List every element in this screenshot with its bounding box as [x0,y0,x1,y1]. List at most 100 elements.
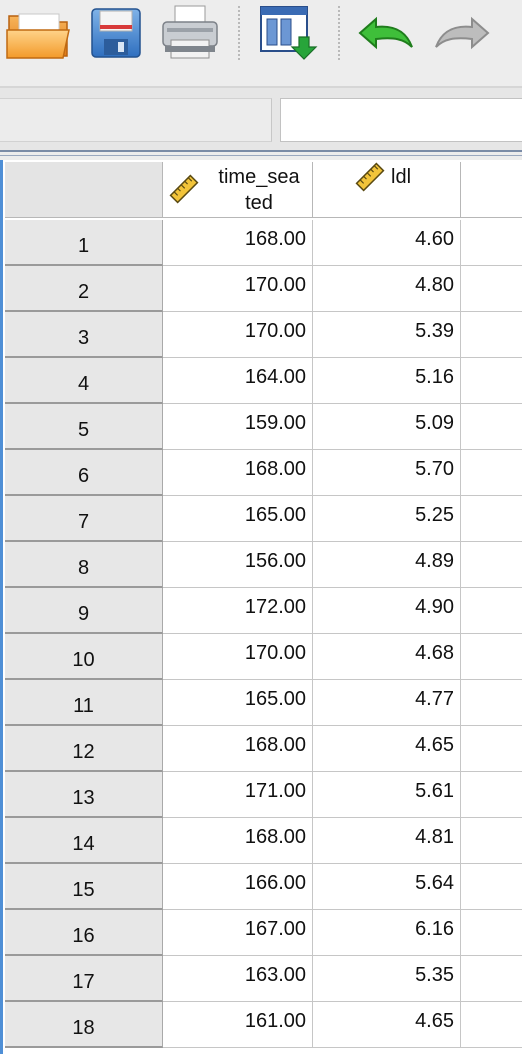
row-number-header[interactable]: 4 [5,358,163,404]
table-row: 12 168.00 4.65 [3,726,522,772]
cell-time-seated[interactable]: 168.00 [163,220,313,266]
cell-value-input[interactable] [280,98,522,142]
row-number-header[interactable]: 1 [5,220,163,266]
cell-empty[interactable] [461,818,522,864]
cell-empty[interactable] [461,450,522,496]
table-row: 11 165.00 4.77 [3,680,522,726]
cell-empty[interactable] [461,1002,522,1048]
cell-ldl[interactable]: 4.60 [313,220,461,266]
column-header-row: time_sea ted ldl [3,160,522,218]
row-number-header[interactable]: 8 [5,542,163,588]
undo-button[interactable] [352,2,418,64]
table-row: 10 170.00 4.68 [3,634,522,680]
column-header-label-line1: time_sea [218,166,300,188]
cell-ldl[interactable]: 4.81 [313,818,461,864]
table-row: 16 167.00 6.16 [3,910,522,956]
row-number-header[interactable]: 16 [5,910,163,956]
row-number-header[interactable]: 17 [5,956,163,1002]
row-number-header[interactable]: 13 [5,772,163,818]
cell-time-seated[interactable]: 166.00 [163,864,313,910]
cell-time-seated[interactable]: 170.00 [163,312,313,358]
row-number-header[interactable]: 6 [5,450,163,496]
cell-ldl[interactable]: 4.89 [313,542,461,588]
cell-ldl[interactable]: 5.16 [313,358,461,404]
cell-empty[interactable] [461,404,522,450]
cell-time-seated[interactable]: 168.00 [163,818,313,864]
cell-empty[interactable] [461,266,522,312]
cell-time-seated[interactable]: 172.00 [163,588,313,634]
cell-ldl[interactable]: 4.65 [313,726,461,772]
cell-empty[interactable] [461,956,522,1002]
cell-time-seated[interactable]: 156.00 [163,542,313,588]
cell-time-seated[interactable]: 168.00 [163,726,313,772]
cell-ldl[interactable]: 5.70 [313,450,461,496]
cell-time-seated[interactable]: 163.00 [163,956,313,1002]
cell-time-seated[interactable]: 168.00 [163,450,313,496]
table-row: 14 168.00 4.81 [3,818,522,864]
cell-empty[interactable] [461,588,522,634]
cell-ldl[interactable]: 5.39 [313,312,461,358]
cell-empty[interactable] [461,496,522,542]
cell-ldl[interactable]: 6.16 [313,910,461,956]
row-number-header[interactable]: 14 [5,818,163,864]
cell-empty[interactable] [461,358,522,404]
cell-empty[interactable] [461,680,522,726]
save-button[interactable] [86,2,146,64]
cell-empty[interactable] [461,220,522,266]
redo-button[interactable] [430,2,496,64]
cell-time-seated[interactable]: 159.00 [163,404,313,450]
cell-ldl[interactable]: 4.77 [313,680,461,726]
cell-time-seated[interactable]: 170.00 [163,266,313,312]
row-number-header[interactable]: 5 [5,404,163,450]
cell-empty[interactable] [461,542,522,588]
recall-dialog-button[interactable] [254,2,322,64]
cell-empty[interactable] [461,312,522,358]
cell-empty[interactable] [461,726,522,772]
cell-empty[interactable] [461,634,522,680]
data-grid: time_sea ted ldl 1 168.00 4.60 2 170.00 4.80 3… [0,160,522,1054]
cell-ldl[interactable]: 4.90 [313,588,461,634]
cell-time-seated[interactable]: 171.00 [163,772,313,818]
table-row: 1 168.00 4.60 [3,220,522,266]
cell-empty[interactable] [461,864,522,910]
ruler-scale-icon [355,162,385,192]
row-number-header[interactable]: 12 [5,726,163,772]
cell-ldl[interactable]: 4.80 [313,266,461,312]
row-number-header[interactable]: 9 [5,588,163,634]
cell-time-seated[interactable]: 164.00 [163,358,313,404]
cell-time-seated[interactable]: 167.00 [163,910,313,956]
cell-empty[interactable] [461,772,522,818]
print-button[interactable] [158,2,222,64]
cell-empty[interactable] [461,910,522,956]
cell-ldl[interactable]: 5.64 [313,864,461,910]
row-number-header[interactable]: 11 [5,680,163,726]
table-row: 18 161.00 4.65 [3,1002,522,1048]
toolbar [0,0,522,88]
cell-reference-field[interactable] [0,98,272,142]
cell-ldl[interactable]: 5.09 [313,404,461,450]
cell-ldl[interactable]: 4.65 [313,1002,461,1048]
cell-time-seated[interactable]: 165.00 [163,680,313,726]
cell-ldl[interactable]: 5.61 [313,772,461,818]
row-number-header[interactable]: 10 [5,634,163,680]
row-number-header[interactable]: 3 [5,312,163,358]
row-number-header[interactable]: 2 [5,266,163,312]
column-header-time-seated[interactable]: time_sea ted [163,162,313,218]
table-row: 15 166.00 5.64 [3,864,522,910]
undo-arrow-icon [358,16,413,50]
row-number-header[interactable]: 15 [5,864,163,910]
row-number-header[interactable]: 7 [5,496,163,542]
row-number-header[interactable]: 18 [5,1002,163,1048]
cell-ldl[interactable]: 5.25 [313,496,461,542]
toolbar-separator [238,6,240,60]
open-button[interactable] [4,2,74,64]
grid-corner-cell[interactable] [5,162,163,218]
cell-time-seated[interactable]: 170.00 [163,634,313,680]
cell-time-seated[interactable]: 165.00 [163,496,313,542]
column-header-empty[interactable] [461,162,522,218]
column-header-ldl[interactable]: ldl [313,162,461,218]
cell-ldl[interactable]: 4.68 [313,634,461,680]
printer-icon [162,5,218,59]
cell-ldl[interactable]: 5.35 [313,956,461,1002]
cell-time-seated[interactable]: 161.00 [163,1002,313,1048]
